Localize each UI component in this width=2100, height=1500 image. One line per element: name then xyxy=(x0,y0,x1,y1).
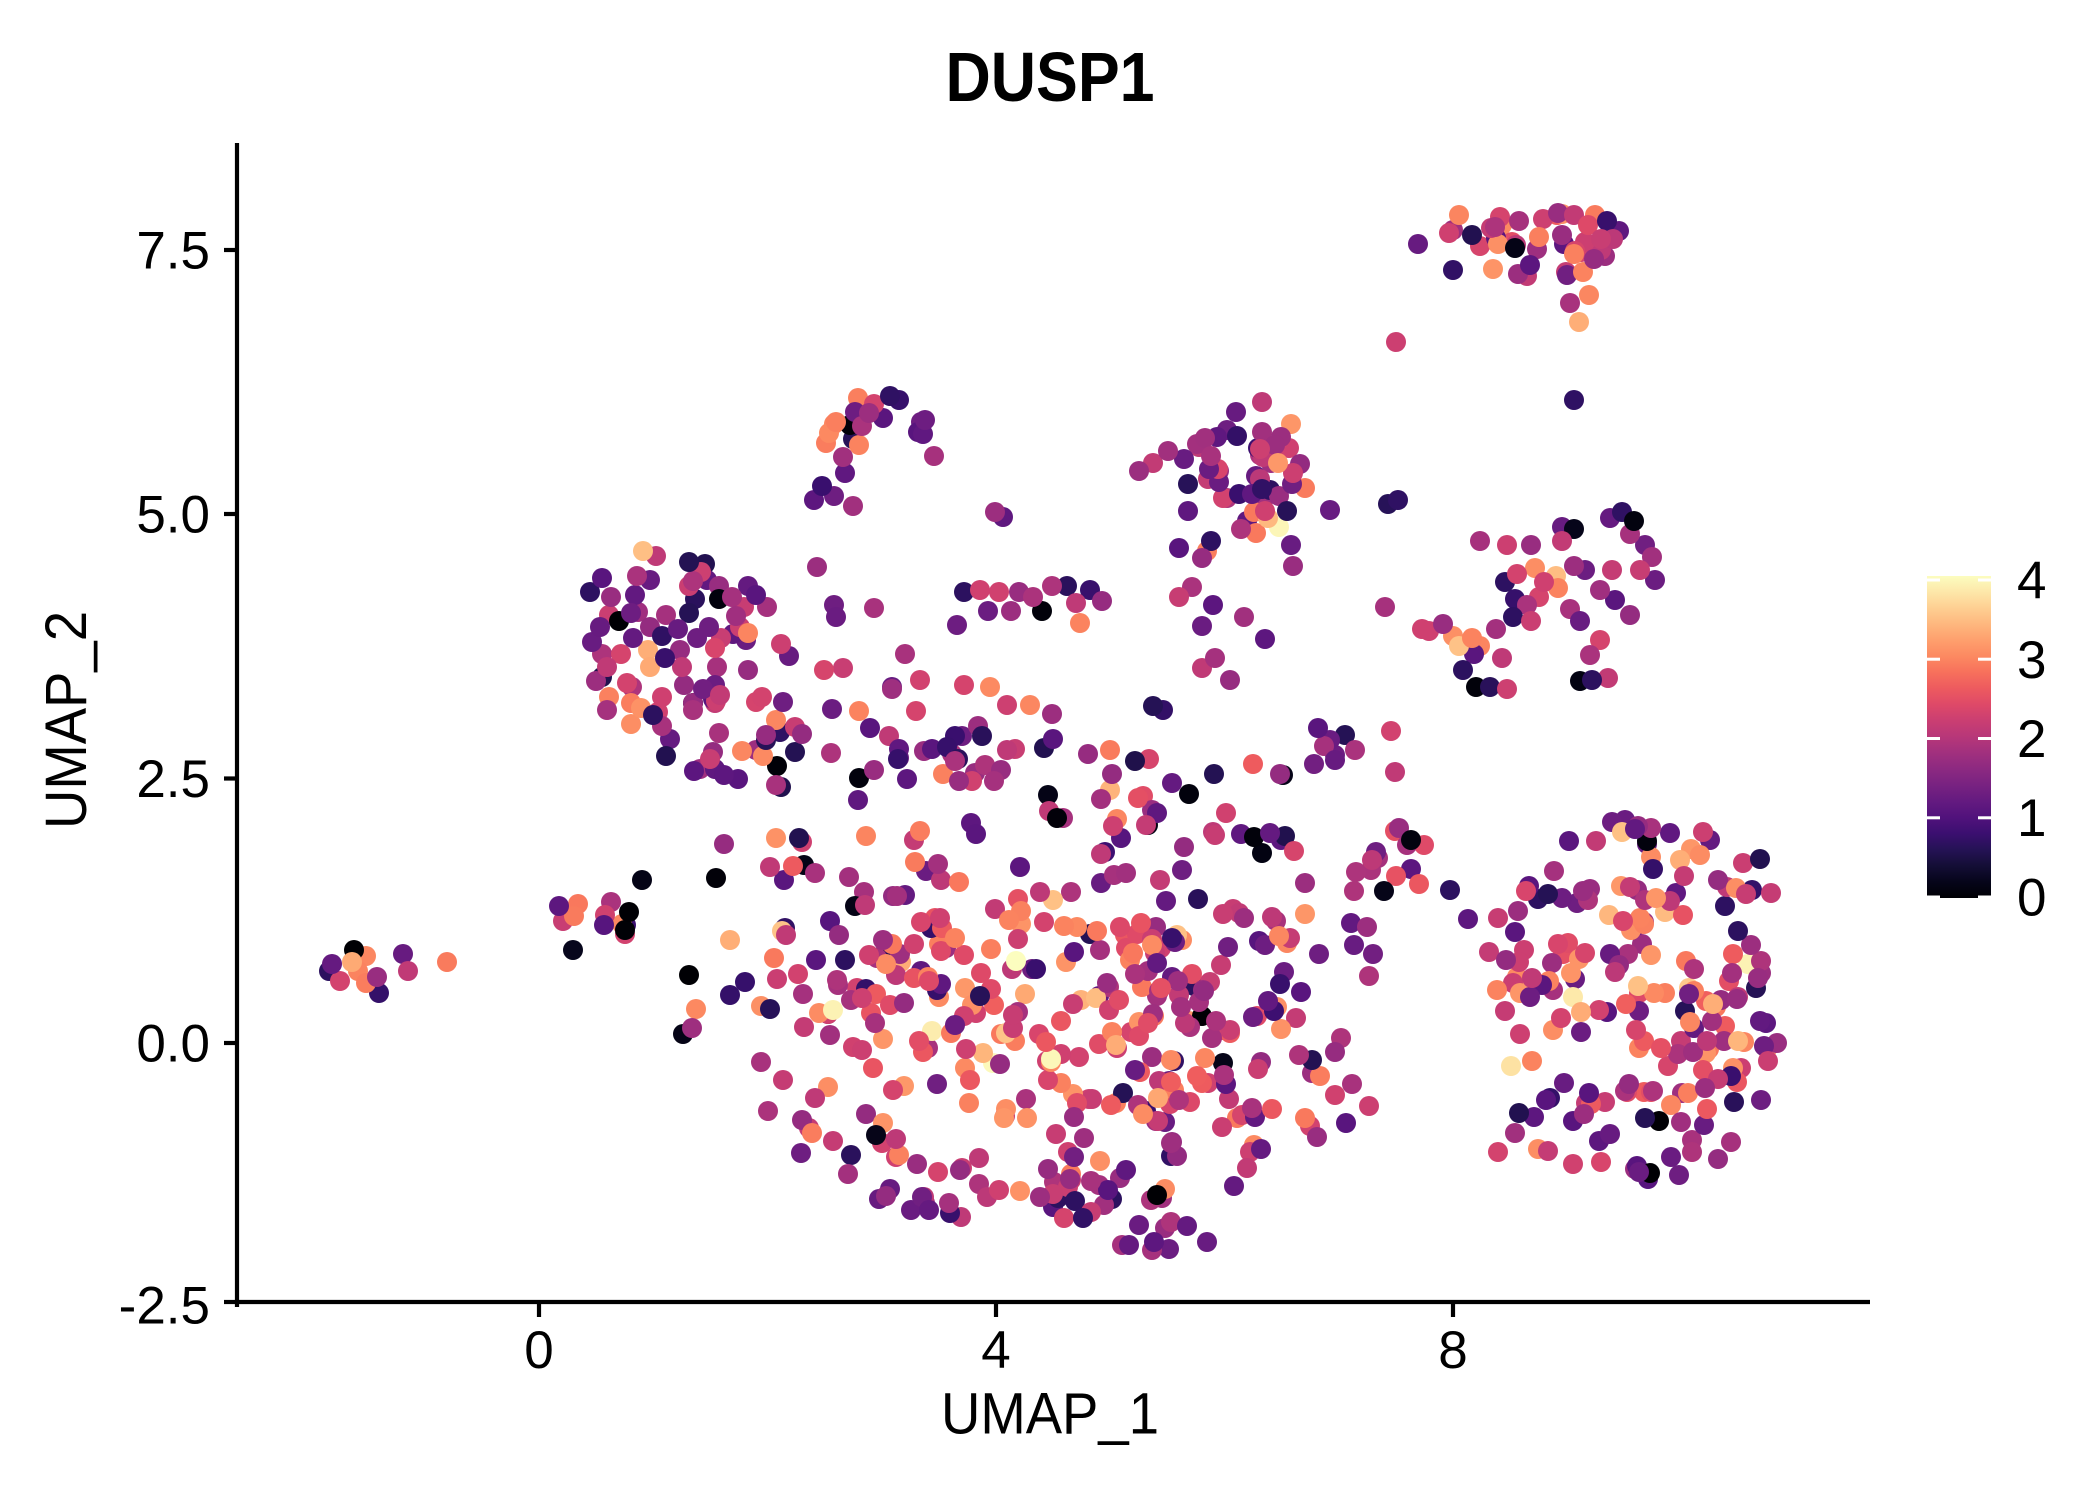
svg-text:4: 4 xyxy=(2017,552,2046,611)
svg-text:5.0: 5.0 xyxy=(136,486,210,545)
svg-text:0: 0 xyxy=(2017,869,2046,928)
svg-text:UMAP_2: UMAP_2 xyxy=(34,611,99,829)
svg-text:0.0: 0.0 xyxy=(136,1015,210,1074)
svg-text:UMAP_1: UMAP_1 xyxy=(941,1382,1159,1447)
svg-text:2.5: 2.5 xyxy=(136,750,210,809)
svg-text:2: 2 xyxy=(2017,710,2046,769)
svg-text:DUSP1: DUSP1 xyxy=(946,38,1155,116)
svg-text:4: 4 xyxy=(981,1321,1010,1380)
svg-text:1: 1 xyxy=(2017,789,2046,848)
svg-text:3: 3 xyxy=(2017,631,2046,690)
svg-text:8: 8 xyxy=(1438,1321,1467,1380)
svg-text:0: 0 xyxy=(524,1321,553,1380)
svg-text:-2.5: -2.5 xyxy=(119,1277,210,1336)
svg-text:7.5: 7.5 xyxy=(136,222,210,281)
